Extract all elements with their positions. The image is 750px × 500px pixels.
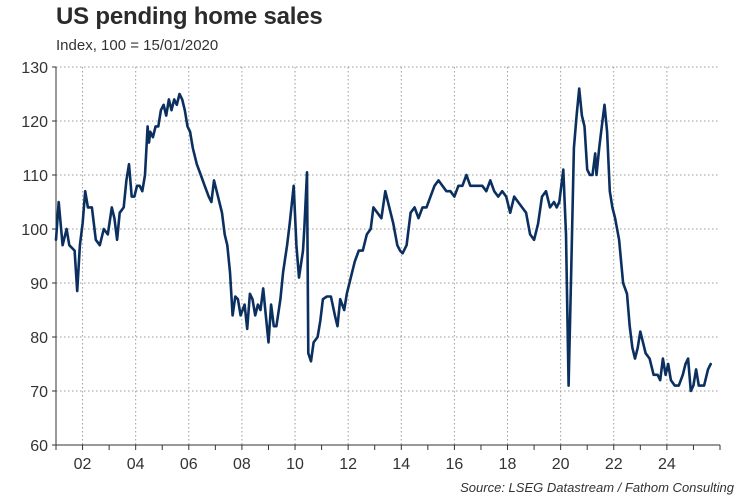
series-layer bbox=[54, 87, 712, 393]
y-tick-label: 130 bbox=[21, 60, 48, 77]
x-tick-label: 10 bbox=[286, 456, 304, 473]
y-tick-label: 90 bbox=[30, 276, 48, 293]
x-tick-label: 24 bbox=[658, 456, 676, 473]
y-tick-label: 110 bbox=[22, 168, 48, 185]
chart-title: US pending home sales bbox=[56, 3, 323, 30]
x-tick-label: 14 bbox=[392, 456, 410, 473]
series-line bbox=[54, 87, 712, 393]
x-tick-label: 08 bbox=[233, 456, 251, 473]
x-tick-label: 12 bbox=[339, 456, 357, 473]
y-tick-label: 70 bbox=[30, 384, 48, 401]
x-tick-label: 02 bbox=[74, 456, 92, 473]
x-tick-label: 20 bbox=[552, 456, 570, 473]
y-tick-label: 60 bbox=[30, 438, 48, 455]
axes bbox=[52, 66, 721, 450]
x-tick-label: 06 bbox=[180, 456, 198, 473]
x-tick-label: 18 bbox=[499, 456, 517, 473]
y-tick-label: 100 bbox=[21, 222, 48, 239]
y-tick-label: 120 bbox=[21, 114, 48, 131]
x-tick-label: 16 bbox=[446, 456, 464, 473]
gridlines bbox=[56, 66, 720, 445]
x-tick-label: 04 bbox=[127, 456, 145, 473]
x-tick-label: 22 bbox=[605, 456, 623, 473]
y-tick-label: 80 bbox=[30, 330, 48, 347]
chart-subtitle: Index, 100 = 15/01/2020 bbox=[56, 37, 219, 54]
chart-source: Source: LSEG Datastream / Fathom Consult… bbox=[460, 480, 734, 495]
tick-labels: 60 70 80 90 100 110 120 130 02 04 06 08 10 12 14 16 18 20… bbox=[21, 60, 676, 473]
